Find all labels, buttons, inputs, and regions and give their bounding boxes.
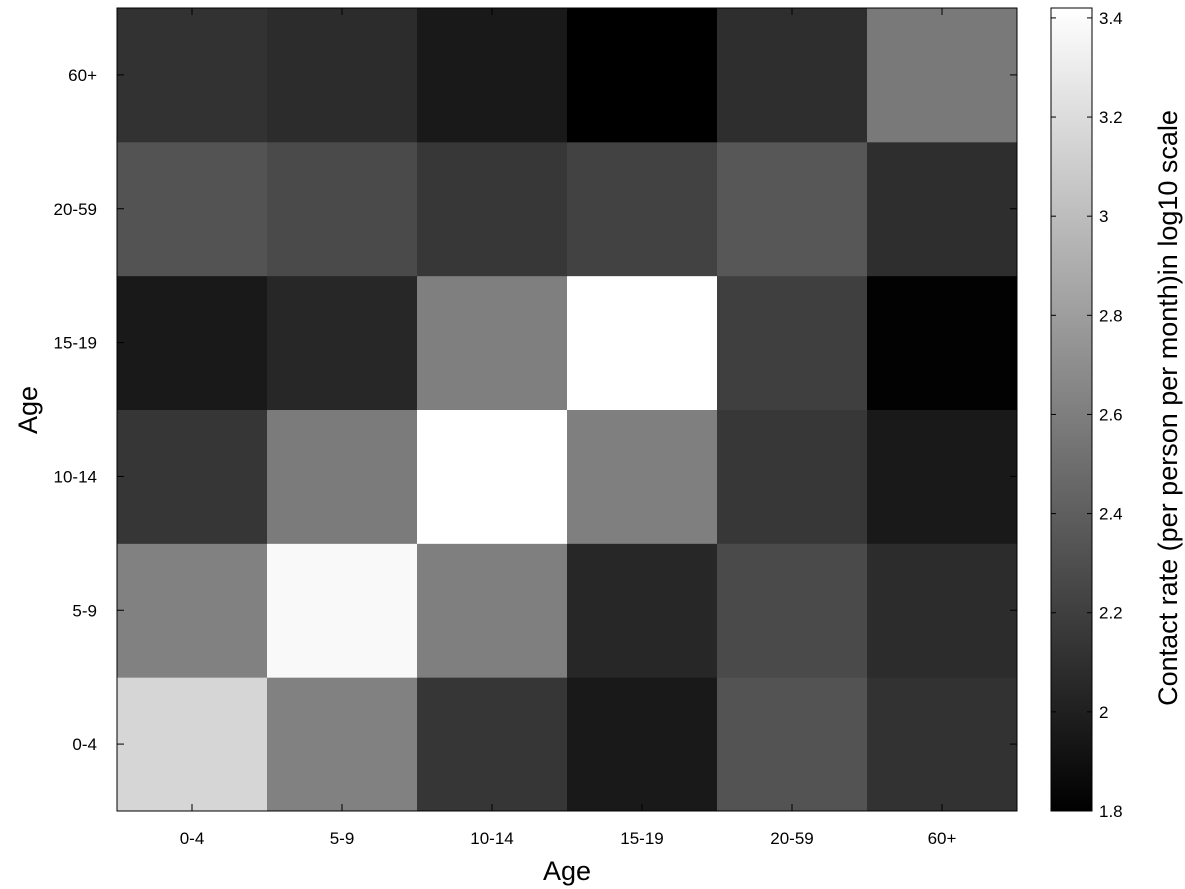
heatmap-cell xyxy=(117,677,268,812)
colorbar-tick-label: 3.2 xyxy=(1099,108,1123,127)
colorbar-label: Contact rate (per person per month)in lo… xyxy=(1153,110,1183,706)
x-tick-label: 15-19 xyxy=(620,829,663,848)
heatmap-cell xyxy=(717,275,868,410)
heatmap-cell xyxy=(867,275,1018,410)
x-tick-label: 10-14 xyxy=(470,829,513,848)
heatmap-cell xyxy=(867,8,1018,143)
x-axis-label: Age xyxy=(543,856,591,886)
colorbar-tick-label: 2 xyxy=(1099,703,1108,722)
colorbar xyxy=(1050,7,1093,812)
heatmap-cell xyxy=(567,275,718,410)
x-tick-label: 5-9 xyxy=(330,829,355,848)
colorbar-tick-label: 3 xyxy=(1099,207,1108,226)
heatmap-cell xyxy=(117,275,268,410)
plot-frame xyxy=(116,7,1018,812)
heatmap-cell xyxy=(417,141,568,277)
x-tick-label: 0-4 xyxy=(180,829,205,848)
x-tick-label: 20-59 xyxy=(770,829,813,848)
colorbar-tick-label: 2.2 xyxy=(1099,604,1123,623)
y-axis-label: Age xyxy=(13,386,43,434)
y-tick-label: 15-19 xyxy=(54,334,97,353)
colorbar-tick-label: 1.8 xyxy=(1099,802,1123,821)
heatmap-cell xyxy=(567,543,718,678)
heatmap-cell xyxy=(267,141,418,277)
colorbar-ticks: 1.8 2 2.2 2.4 2.6 2.8 3 3.2 3.4 xyxy=(1051,9,1123,821)
y-tick-label: 60+ xyxy=(68,66,97,85)
heatmap-cell xyxy=(567,409,718,544)
heatmap-cell xyxy=(417,275,568,410)
y-tick-label: 10-14 xyxy=(54,467,97,486)
heatmap-cell xyxy=(867,543,1018,678)
heatmap-cell xyxy=(117,141,268,277)
heatmap-cell xyxy=(567,141,718,277)
heatmap-cell xyxy=(417,677,568,812)
heatmap-cell xyxy=(267,409,418,544)
heatmap-cell xyxy=(567,8,718,143)
colorbar-tick-label: 3.4 xyxy=(1099,9,1123,28)
colorbar-tick-label: 2.4 xyxy=(1099,505,1123,524)
heatmap-cell xyxy=(717,141,868,277)
heatmap-cell xyxy=(867,141,1018,277)
heatmap-cell xyxy=(267,275,418,410)
heatmap-cell xyxy=(717,677,868,812)
heatmap-cell xyxy=(267,543,418,678)
heatmap-cell xyxy=(717,543,868,678)
heatmap-cell xyxy=(567,677,718,812)
y-tick-label: 5-9 xyxy=(72,601,97,620)
y-tick-labels: 0-4 5-9 10-14 15-19 20-59 60+ xyxy=(54,66,98,754)
heatmap-cell xyxy=(117,409,268,544)
heatmap-cell xyxy=(867,409,1018,544)
heatmap-cell xyxy=(417,543,568,678)
heatmap-cell xyxy=(267,677,418,812)
heatmap-cell xyxy=(417,409,568,544)
heatmap-cell xyxy=(117,543,268,678)
x-tick-label: 60+ xyxy=(928,829,957,848)
heatmap-cell xyxy=(717,8,868,143)
y-tick-label: 20-59 xyxy=(54,200,97,219)
heatmap-cell xyxy=(717,409,868,544)
x-tick-labels: 0-4 5-9 10-14 15-19 20-59 60+ xyxy=(180,829,957,848)
heatmap-cell xyxy=(117,8,268,143)
colorbar-tick-label: 2.8 xyxy=(1099,306,1123,325)
colorbar-tick-label: 2.6 xyxy=(1099,405,1123,424)
axis-ticks xyxy=(117,8,1017,811)
heatmap-cells xyxy=(117,8,1018,812)
y-tick-label: 0-4 xyxy=(72,735,97,754)
heatmap-cell xyxy=(417,8,568,143)
heatmap-cell xyxy=(867,677,1018,812)
heatmap-cell xyxy=(267,8,418,143)
